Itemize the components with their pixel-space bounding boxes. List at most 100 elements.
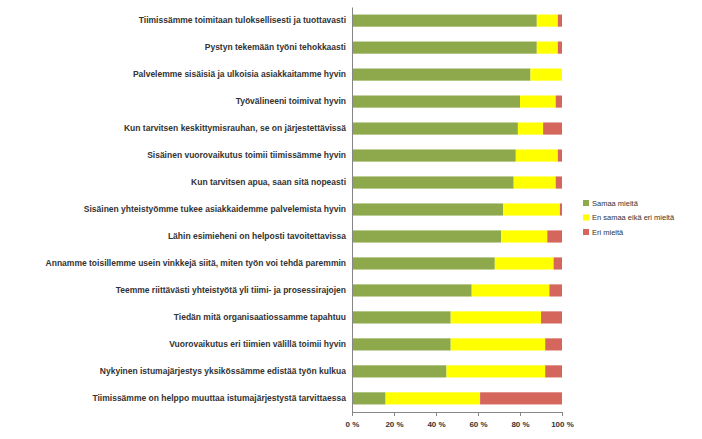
y-tick: Sisäinen yhteistyömme tukee asiakkaidemm… bbox=[84, 204, 352, 214]
bar bbox=[503, 203, 560, 215]
bar bbox=[545, 338, 562, 350]
x-axis: 0 % 20 % 40 % 60 % 80 % 100 % bbox=[346, 412, 574, 429]
bar bbox=[352, 122, 518, 134]
y-axis: Tiimissämme toimitaan tuloksellisesti ja… bbox=[46, 8, 353, 413]
category-label: Tiimissämme on helppo muuttaa istumajärj… bbox=[92, 393, 346, 403]
bar bbox=[541, 311, 562, 323]
x-tick: 80 % bbox=[511, 412, 529, 429]
tick-label: 100 % bbox=[551, 420, 574, 429]
tick-mark bbox=[562, 412, 563, 416]
bar bbox=[352, 392, 386, 404]
legend-label: Samaa mieltä bbox=[592, 199, 639, 208]
bar bbox=[543, 122, 562, 134]
bar bbox=[537, 15, 558, 27]
category-label: Teemme riittävästi yhteistyötä yli tiimi… bbox=[116, 285, 346, 295]
bar bbox=[545, 365, 562, 377]
category-label: Pystyn tekemään työni tehokkaasti bbox=[205, 42, 346, 52]
bar bbox=[558, 149, 562, 161]
y-tick: Kun tarvitsen apua, saan sitä nopeasti bbox=[191, 177, 352, 187]
bar bbox=[549, 284, 562, 296]
y-tick: Sisäinen vuorovaikutus toimii tiimissämm… bbox=[147, 150, 352, 160]
category-label: Lähin esimieheni on helposti tavoitettav… bbox=[168, 231, 346, 241]
legend-label: En samaa eikä eri mieltä bbox=[592, 213, 675, 222]
category-label: Työvälineeni toimivat hyvin bbox=[236, 96, 346, 106]
bar bbox=[501, 230, 547, 242]
legend-label: Eri mieltä bbox=[592, 228, 624, 237]
bar bbox=[352, 365, 447, 377]
y-tick: Vuorovaikutus eri tiimien välillä toimii… bbox=[169, 339, 352, 349]
bar bbox=[547, 230, 562, 242]
bar bbox=[472, 284, 550, 296]
legend: Samaa mieltä En samaa eikä eri mieltä Eri … bbox=[583, 199, 675, 237]
tick-label: 20 % bbox=[385, 420, 403, 429]
bar bbox=[554, 257, 562, 269]
tick-mark bbox=[478, 412, 479, 416]
bar bbox=[352, 257, 495, 269]
x-axis-line bbox=[353, 413, 563, 417]
bar bbox=[352, 284, 472, 296]
y-tick: Kun tarvitsen keskittymisrauhan, se on j… bbox=[124, 123, 352, 133]
x-tick: 100 % bbox=[551, 412, 574, 429]
y-tick: Palvelemme sisäisiä ja ulkoisia asiakkai… bbox=[133, 69, 352, 79]
bar bbox=[352, 42, 537, 54]
bar bbox=[558, 42, 562, 54]
bar bbox=[516, 149, 558, 161]
y-tick: Nykyinen istumajärjestys yksikössämme ed… bbox=[100, 366, 352, 376]
bar bbox=[480, 392, 562, 404]
y-tick: Pystyn tekemään työni tehokkaasti bbox=[205, 42, 352, 52]
tick-mark bbox=[436, 412, 437, 416]
tick-label: 80 % bbox=[511, 420, 529, 429]
bar bbox=[537, 42, 558, 54]
tick-label: 60 % bbox=[469, 420, 487, 429]
bar bbox=[560, 203, 562, 215]
category-label: Kun tarvitsen apua, saan sitä nopeasti bbox=[191, 177, 346, 187]
category-label: Palvelemme sisäisiä ja ulkoisia asiakkai… bbox=[133, 69, 346, 79]
category-label: Tiimissämme toimitaan tuloksellisesti ja… bbox=[139, 15, 346, 25]
legend-swatch bbox=[583, 229, 589, 235]
bar bbox=[518, 122, 543, 134]
bar bbox=[352, 338, 451, 350]
bar bbox=[352, 15, 537, 27]
category-label: Sisäinen vuorovaikutus toimii tiimissämm… bbox=[147, 150, 346, 160]
bar bbox=[451, 338, 546, 350]
category-label: Nykyinen istumajärjestys yksikössämme ed… bbox=[100, 366, 346, 376]
bar bbox=[556, 96, 562, 108]
bar bbox=[386, 392, 481, 404]
bar bbox=[352, 96, 520, 108]
category-label: Annamme toisillemme usein vinkkejä siitä… bbox=[46, 258, 346, 268]
series bbox=[386, 15, 562, 405]
bar bbox=[451, 311, 541, 323]
category-label: Tiedän mitä organisaatiossamme tapahtuu bbox=[174, 312, 346, 322]
bar bbox=[520, 96, 556, 108]
bar bbox=[514, 176, 556, 188]
y-tick: Annamme toisillemme usein vinkkejä siitä… bbox=[46, 258, 352, 268]
x-tick: 40 % bbox=[427, 412, 445, 429]
y-tick: Tiimissämme on helppo muuttaa istumajärj… bbox=[92, 393, 352, 403]
bar bbox=[495, 257, 554, 269]
x-tick: 60 % bbox=[469, 412, 487, 429]
bar bbox=[558, 15, 562, 27]
legend-swatch bbox=[583, 215, 589, 221]
tick-label: 40 % bbox=[427, 420, 445, 429]
series bbox=[480, 15, 562, 405]
x-tick: 0 % bbox=[346, 412, 360, 429]
tick-mark bbox=[520, 412, 521, 416]
chart: 0 % 20 % 40 % 60 % 80 % 100 % Tiimissämme toim… bbox=[0, 0, 702, 439]
bar bbox=[352, 69, 531, 81]
bar bbox=[352, 176, 514, 188]
y-tick: Työvälineeni toimivat hyvin bbox=[236, 96, 352, 106]
legend-item: Samaa mieltä bbox=[583, 199, 639, 208]
category-label: Sisäinen yhteistyömme tukee asiakkaidemm… bbox=[84, 204, 346, 214]
bar bbox=[352, 149, 516, 161]
bar bbox=[447, 365, 546, 377]
bar bbox=[352, 311, 451, 323]
legend-item: Eri mieltä bbox=[583, 228, 624, 237]
tick-label: 0 % bbox=[346, 420, 360, 429]
category-label: Vuorovaikutus eri tiimien välillä toimii… bbox=[169, 339, 346, 349]
x-tick: 20 % bbox=[385, 412, 403, 429]
tick-mark bbox=[352, 412, 353, 416]
y-tick: Teemme riittävästi yhteistyötä yli tiimi… bbox=[116, 285, 352, 295]
bar bbox=[531, 69, 563, 81]
y-tick: Lähin esimieheni on helposti tavoitettav… bbox=[168, 231, 352, 241]
y-axis-line bbox=[352, 8, 353, 413]
